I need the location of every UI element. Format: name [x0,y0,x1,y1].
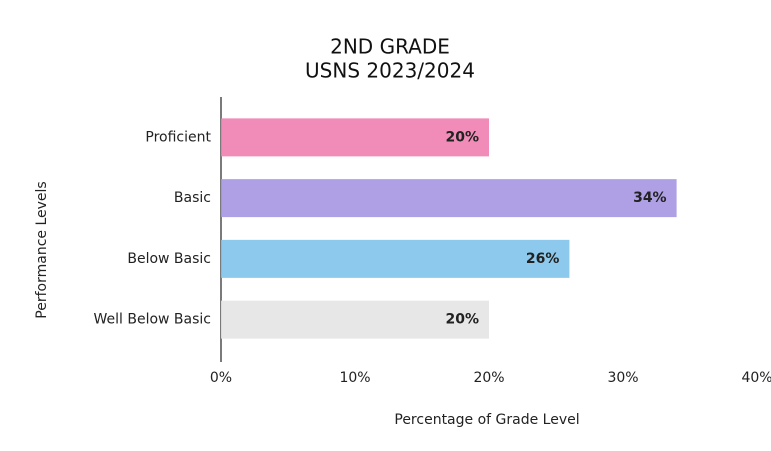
data-label: 26% [526,251,560,267]
chart-subtitle: USNS 2023/2024 [305,59,475,83]
x-axis-label: Percentage of Grade Level [394,412,579,428]
x-tick-label: 0% [210,370,232,386]
y-tick-label: Below Basic [127,251,211,267]
y-tick-label: Well Below Basic [93,312,211,328]
x-tick-label: 20% [473,370,504,386]
bar [221,179,677,218]
x-tick-label: 40% [741,370,771,386]
x-tick-label: 10% [339,370,370,386]
y-axis-label: Performance Levels [34,181,50,318]
data-label: 20% [445,312,479,328]
y-tick-label: Proficient [145,129,211,145]
y-tick-label: Basic [174,190,211,206]
bar [221,239,570,278]
x-tick-label: 30% [607,370,638,386]
data-label: 34% [633,190,667,206]
bar [221,300,489,339]
data-label: 20% [445,129,479,145]
bar [221,118,489,157]
chart-title: 2ND GRADE [330,35,450,59]
